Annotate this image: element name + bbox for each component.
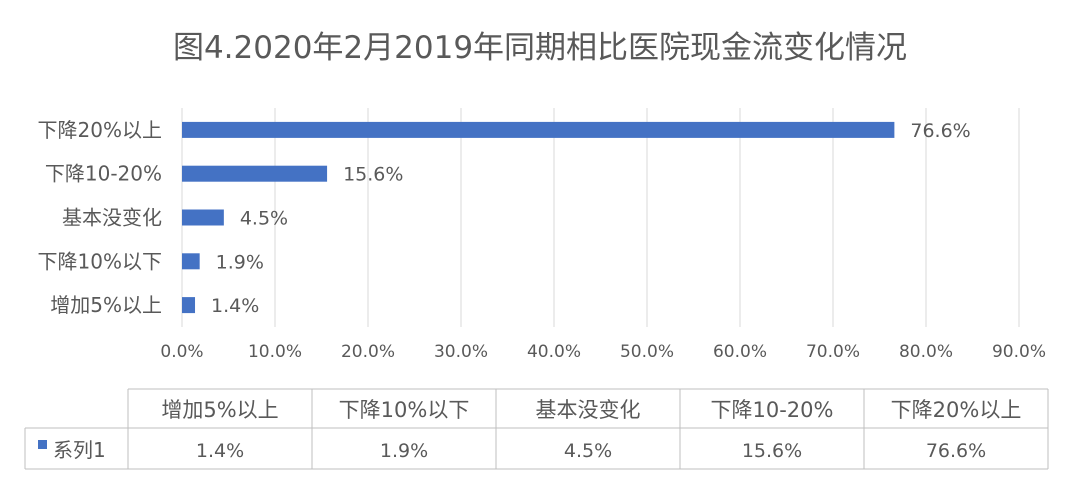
x-tick-label: 90.0% [992,342,1046,362]
x-tick-label: 30.0% [434,342,488,362]
category-label: 下降20%以上 [38,118,162,142]
bar [182,209,224,226]
table-header-cell: 下降20%以上 [891,398,1022,422]
table-cell: 1.9% [380,440,428,462]
x-tick-label: 70.0% [806,342,860,362]
table-cell: 4.5% [564,440,612,462]
bar [182,165,328,182]
table-cell: 15.6% [742,440,802,462]
bar [182,253,200,270]
grid-layer [181,108,1020,327]
chart-title: 图4.2020年2月2019年同期相比医院现金流变化情况 [173,30,907,66]
data-label: 76.6% [910,120,970,142]
table-header-cell: 下降10-20% [711,398,834,422]
category-label: 下降10%以下 [38,249,162,273]
bar-layer [182,121,895,314]
legend-key [38,440,47,449]
category-label: 增加5%以上 [50,293,162,317]
x-tick-label: 50.0% [620,342,674,362]
x-tick-label: 0.0% [160,342,203,362]
data-label: 1.9% [216,251,264,273]
table-header-cell: 基本没变化 [536,398,641,422]
data-label: 4.5% [240,208,288,230]
x-tick-label: 20.0% [341,342,395,362]
category-label: 基本没变化 [62,206,162,230]
table-cell: 76.6% [926,440,986,462]
category-label: 下降10-20% [45,162,162,186]
x-tick-label: 60.0% [713,342,767,362]
x-tick-label: 40.0% [527,342,581,362]
x-tick-label: 80.0% [899,342,953,362]
table-row-label: 系列1 [53,438,106,462]
data-label: 1.4% [211,295,259,317]
x-tick-label: 10.0% [248,342,302,362]
table-cell: 1.4% [196,440,244,462]
bar [182,297,196,314]
label-layer: 0.0% 10.0% 20.0% 30.0% 40.0% 50.0% 60.0% 70.0% 8… [38,118,1046,362]
data-label: 15.6% [343,164,403,186]
bar [182,121,895,138]
table-header-cell: 增加5%以上 [161,398,278,422]
table-header-cell: 下降10%以下 [339,398,470,422]
